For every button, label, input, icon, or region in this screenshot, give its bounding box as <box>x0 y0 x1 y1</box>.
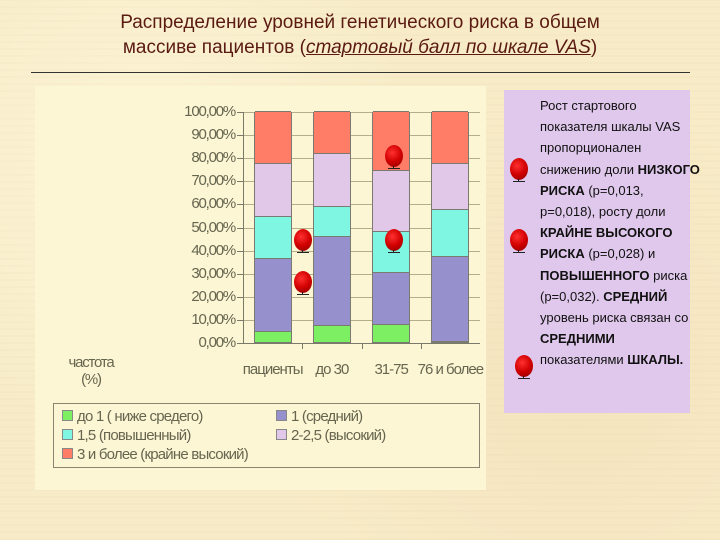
bar-segment <box>313 111 350 154</box>
gridline <box>243 319 480 321</box>
bar-1 <box>312 111 351 343</box>
gridline <box>243 296 480 298</box>
y-tick <box>237 112 243 113</box>
legend-swatch-icon <box>62 410 73 421</box>
bar-segment <box>432 255 469 341</box>
y-tick <box>237 250 243 252</box>
x-tick <box>361 343 363 349</box>
legend-swatch-icon <box>62 448 73 459</box>
y-tick-label: 50,00% <box>191 218 236 236</box>
bar-segment <box>432 163 469 210</box>
x-tick-label: 76 и более <box>417 361 484 378</box>
bar-segment <box>254 111 291 164</box>
legend-item: 2-2,5 (высокий) <box>276 427 386 444</box>
bar-segment <box>313 235 350 326</box>
legend-item: до 1 ( ниже средего) <box>62 408 203 425</box>
significance-balloon-icon <box>294 271 312 295</box>
bar-segment <box>254 163 291 217</box>
y-tick <box>237 273 243 275</box>
x-tick <box>302 343 304 349</box>
y-tick-label: 60,00% <box>191 195 236 213</box>
y-axis-line <box>243 112 244 343</box>
title-line-1: Распределение уровней генетического риск… <box>120 12 600 33</box>
y-axis-title: частота (%) <box>68 354 114 388</box>
significance-balloon-icon <box>515 355 533 379</box>
y-tick <box>237 319 243 321</box>
significance-balloon-icon <box>510 229 528 253</box>
legend-swatch-icon <box>276 429 287 440</box>
x-tick-label: 31-75 <box>374 361 408 378</box>
gridline <box>243 135 480 137</box>
bar-segment <box>254 216 291 259</box>
y-tick <box>237 343 243 344</box>
significance-balloon-icon <box>385 145 403 169</box>
legend-swatch-icon <box>62 429 73 440</box>
gridline <box>243 227 480 229</box>
gridline <box>243 273 480 275</box>
bar-0 <box>253 111 292 343</box>
slide-title: Распределение уровней генетического риск… <box>0 10 720 60</box>
y-tick-label: 20,00% <box>191 287 236 305</box>
bar-3 <box>431 111 470 343</box>
y-tick <box>237 227 243 229</box>
bar-segment <box>313 153 350 206</box>
significance-balloon-icon <box>385 229 403 253</box>
y-tick <box>237 296 243 298</box>
significance-balloon-icon <box>294 229 312 253</box>
gridline <box>243 158 480 160</box>
note-highlight-box <box>504 90 690 413</box>
y-tick <box>237 181 243 183</box>
y-tick-label: 100,00% <box>184 103 236 120</box>
y-tick-label: 30,00% <box>191 264 236 282</box>
title-divider <box>31 72 690 73</box>
y-tick-label: 40,00% <box>191 241 236 259</box>
bar-segment <box>432 111 469 164</box>
x-tick-label: пациенты <box>242 361 304 378</box>
gridline <box>243 204 480 206</box>
legend-swatch-icon <box>276 410 287 421</box>
bar-segment <box>373 324 410 342</box>
y-tick-label: 0,00% <box>198 334 236 351</box>
bar-segment <box>373 272 410 325</box>
significance-balloon-icon <box>510 158 528 182</box>
gridline <box>243 112 480 113</box>
conclusion-text: Рост стартового показателя шкалы VAS про… <box>540 98 700 368</box>
gridline <box>243 250 480 252</box>
title-line-2: массиве пациентов (стартовый балл по шка… <box>122 37 598 58</box>
bar-segment <box>254 258 291 331</box>
legend-item: 1 (средний) <box>276 408 363 425</box>
bar-segment <box>432 340 469 342</box>
y-tick-label: 80,00% <box>191 149 236 167</box>
bar-segment <box>313 205 350 236</box>
legend-item: 1,5 (повышенный) <box>62 427 191 444</box>
gridline <box>243 181 480 183</box>
x-tick-label: до 30 <box>315 361 349 378</box>
chart-legend: до 1 ( ниже средего) 1 (средний) 1,5 (по… <box>53 403 480 468</box>
y-tick <box>237 204 243 206</box>
bar-2 <box>372 111 411 343</box>
y-tick-label: 70,00% <box>191 172 236 190</box>
bar-segment <box>254 330 291 342</box>
title-underlined: стартовый балл по шкале VAS <box>305 37 591 58</box>
x-tick <box>420 343 422 349</box>
y-tick <box>237 158 243 160</box>
y-tick-label: 90,00% <box>191 126 236 144</box>
bar-segment <box>373 169 410 232</box>
y-tick-label: 10,00% <box>191 310 236 328</box>
y-tick <box>237 135 243 137</box>
bar-segment <box>432 209 469 256</box>
legend-item: 3 и более (крайне высокий) <box>62 446 249 463</box>
bar-segment <box>313 325 350 342</box>
